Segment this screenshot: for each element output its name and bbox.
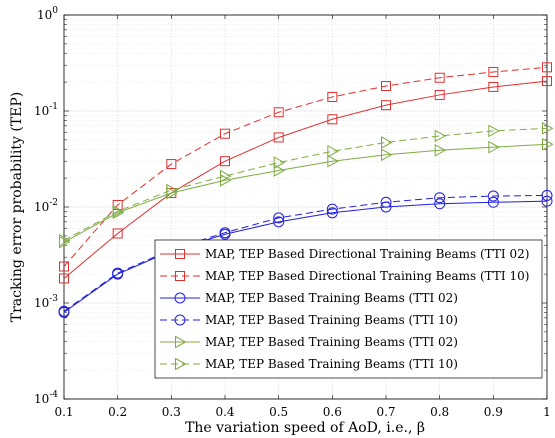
legend: MAP, TEP Based Directional Training Beam… xyxy=(154,239,543,379)
data-point xyxy=(488,81,499,92)
legend-marker xyxy=(175,335,187,349)
data-point xyxy=(273,164,286,177)
x-tick-label: 0.9 xyxy=(484,405,503,419)
data-point xyxy=(542,76,552,87)
data-point xyxy=(488,66,499,77)
data-point xyxy=(327,154,339,168)
series-4 xyxy=(58,189,553,317)
data-point xyxy=(166,159,177,170)
data-point xyxy=(273,212,285,224)
y-tick-label: 10-3 xyxy=(34,294,58,310)
data-point xyxy=(381,136,393,149)
data-point xyxy=(542,121,554,135)
data-point xyxy=(541,189,553,201)
data-point xyxy=(327,114,338,125)
legend-label: MAP, TEP Based Training Beams (TTI 10) xyxy=(205,357,458,371)
y-tick-label: 10-2 xyxy=(34,198,58,214)
data-point xyxy=(112,267,124,279)
data-point xyxy=(273,107,284,118)
series-line xyxy=(63,66,548,267)
legend-entry: MAP, TEP Based Directional Training Beam… xyxy=(160,269,529,283)
legend-entry: MAP, TEP Based Training Beams (TTI 10) xyxy=(160,357,458,371)
legend-marker xyxy=(175,357,187,371)
x-tick-label: 0.5 xyxy=(269,405,288,419)
data-point xyxy=(220,169,232,183)
data-point xyxy=(434,72,445,83)
data-point xyxy=(434,129,447,143)
legend-entry: MAP, TEP Based Training Beams (TTI 02) xyxy=(160,291,458,305)
data-point xyxy=(381,148,393,162)
data-point xyxy=(326,203,338,215)
data-point xyxy=(219,227,231,239)
x-tick-label: 0.6 xyxy=(323,405,342,419)
y-tick-label: 10-1 xyxy=(34,102,58,118)
series-6 xyxy=(59,121,554,247)
data-point xyxy=(166,183,178,197)
x-tick-label: 0.3 xyxy=(162,405,181,419)
legend-marker xyxy=(174,314,186,326)
x-tick-label: 0.7 xyxy=(376,405,395,419)
legend-marker xyxy=(175,249,185,259)
y-tick-label: 10-4 xyxy=(34,390,58,406)
x-tick-label: 0.2 xyxy=(108,405,127,419)
data-point xyxy=(488,124,500,138)
legend-label: MAP, TEP Based Training Beams (TTI 02) xyxy=(205,335,458,349)
data-point xyxy=(487,190,499,202)
data-point xyxy=(273,156,286,169)
data-point xyxy=(220,128,230,139)
x-tick-label: 1 xyxy=(543,405,551,419)
legend-label: MAP, TEP Based Directional Training Beam… xyxy=(205,269,529,283)
data-point xyxy=(58,305,70,317)
data-point xyxy=(380,196,392,208)
x-tick-label: 0.1 xyxy=(54,405,73,419)
data-point xyxy=(542,62,552,73)
data-point xyxy=(381,81,391,92)
series-line xyxy=(63,200,548,313)
series-line xyxy=(63,80,548,279)
data-point xyxy=(273,132,284,143)
legend-entry: MAP, TEP Based Directional Training Beam… xyxy=(160,247,529,261)
y-axis-title: Tracking error probability (TEP) xyxy=(9,92,25,323)
legend-label: MAP, TEP Based Training Beams (TTI 02) xyxy=(205,291,458,305)
series-2 xyxy=(59,62,552,272)
data-point xyxy=(112,228,123,239)
data-point xyxy=(542,137,554,151)
legend-label: MAP, TEP Based Directional Training Beam… xyxy=(205,247,529,261)
series-line xyxy=(63,127,548,241)
data-point xyxy=(434,198,446,210)
data-point xyxy=(541,195,553,207)
legend-entry: MAP, TEP Based Training Beams (TTI 10) xyxy=(160,313,458,327)
axis-ticks: 0.1 0.2 0.3 0.4 0.5 0.6 0.7 0.8 0.9 1 100 10-1 10-2 1… xyxy=(34,6,551,419)
legend-entry: MAP, TEP Based Training Beams (TTI 02) xyxy=(160,335,458,349)
legend-label: MAP, TEP Based Training Beams (TTI 10) xyxy=(205,313,458,327)
data-point xyxy=(434,143,447,157)
series-line xyxy=(63,143,548,243)
data-point xyxy=(434,192,446,204)
data-point xyxy=(381,100,391,111)
data-point xyxy=(434,89,445,100)
series-layer xyxy=(58,62,554,318)
x-axis-title: The variation speed of AoD, i.e., β xyxy=(185,420,425,436)
data-point xyxy=(326,207,338,219)
legend-marker xyxy=(174,292,186,304)
data-point xyxy=(112,205,125,218)
data-point xyxy=(59,233,71,247)
data-point xyxy=(327,91,338,102)
legend-marker xyxy=(175,271,185,281)
data-point xyxy=(273,216,285,228)
data-point xyxy=(220,156,230,167)
data-point xyxy=(487,196,499,208)
x-tick-label: 0.8 xyxy=(430,405,449,419)
data-point xyxy=(327,144,339,158)
data-point xyxy=(488,140,500,154)
series-1 xyxy=(59,76,552,284)
legend-box xyxy=(154,239,543,379)
data-point xyxy=(59,273,69,284)
x-tick-label: 0.4 xyxy=(215,405,234,419)
y-tick-label: 100 xyxy=(37,6,58,22)
data-point xyxy=(59,261,69,272)
